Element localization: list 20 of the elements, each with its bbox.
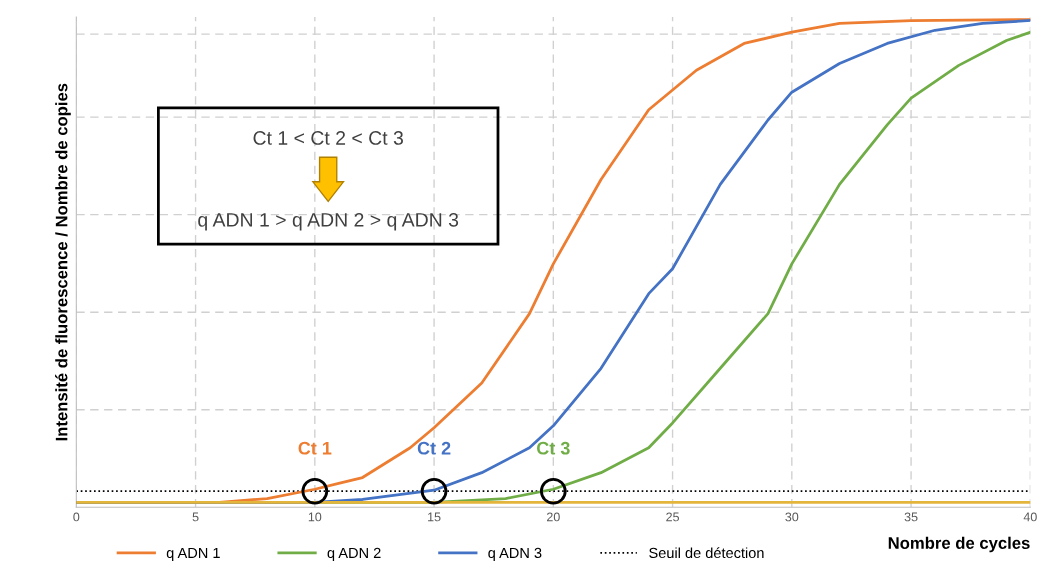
y-axis-title: Intensité de fluorescence / Nombre de copies — [55, 83, 71, 441]
annotation: Ct 3 — [537, 441, 570, 455]
x-tick-label: 25 — [666, 512, 679, 522]
annotation: q ADN 1 > q ADN 2 > q ADN 3 — [198, 212, 459, 231]
annotation: Ct 1 — [298, 441, 332, 455]
x-tick-label: 5 — [192, 512, 199, 522]
x-tick-label: 10 — [308, 512, 322, 522]
x-tick-label: 35 — [904, 512, 918, 522]
annotation: Ct 2 — [417, 441, 451, 455]
legend-label: Seuil de détection — [649, 547, 764, 559]
x-tick-label: 20 — [547, 512, 560, 522]
legend-label: q ADN 2 — [327, 547, 381, 561]
x-tick-label: 40 — [1023, 512, 1037, 522]
annotation: Ct 1 < Ct 2 < Ct 3 — [253, 131, 403, 145]
legend-label: q ADN 1 — [166, 547, 220, 561]
x-axis-title: Nombre de cycles — [888, 536, 1030, 553]
legend-label: q ADN 3 — [488, 547, 542, 561]
x-tick-label: 0 — [73, 512, 80, 522]
x-tick-label: 30 — [785, 512, 799, 522]
x-tick-label: 15 — [428, 512, 441, 522]
